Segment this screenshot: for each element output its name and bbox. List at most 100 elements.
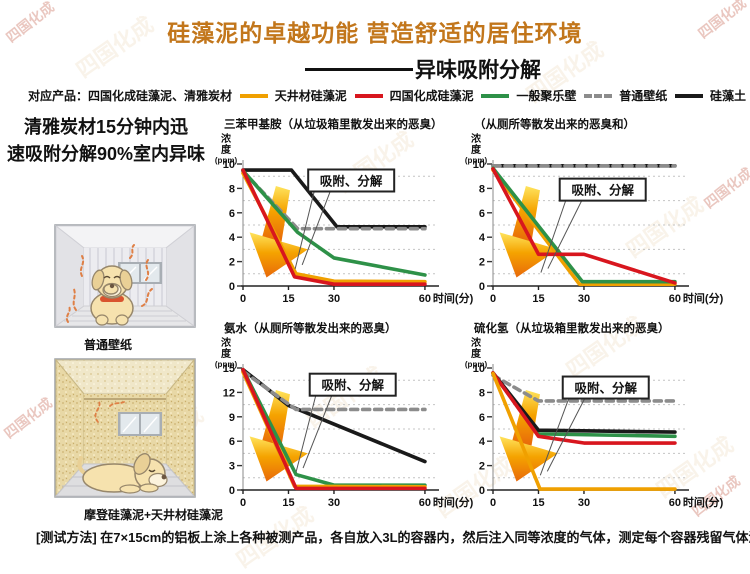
svg-text:吸附、分解: 吸附、分解: [574, 381, 637, 396]
svg-text:浓: 浓: [221, 336, 232, 349]
legend-swatch-orange-line: [239, 93, 268, 98]
room2-caption: 摩登硅藻泥+天井材硅藻泥: [84, 508, 224, 522]
legend-item-juraku-wall: 一般聚乐壁: [481, 87, 576, 104]
legend-item-ceiling-diatom: 天井材硅藻泥: [239, 87, 347, 104]
svg-text:8: 8: [479, 387, 485, 399]
legend-swatch-gray-dashed-line: [584, 93, 613, 98]
sleeping-dog-icon: [77, 453, 168, 494]
subtitle: 异味吸附分解: [305, 54, 541, 84]
svg-text:浓: 浓: [471, 132, 482, 145]
chart-hydrogen-sulfide: 硫化氢（从垃圾箱里散发出来的恶臭） 0 2 4 6 8 10 浓度 (ppm) 0 15 30 60 时…: [460, 320, 724, 524]
chart-ammonia: 氨水（从厕所等散发出来的恶臭） 0 3 6 9 12 15 浓度 (ppm) 0 15 30 60 时间…: [210, 320, 474, 524]
subtitle-text: 异味吸附分解: [415, 59, 541, 82]
chart-toilet-odor: （从厕所等散发出来的恶臭和） 0 2 4 6 8 10 浓度 (ppm) 0 15 30 60 时间(分…: [460, 116, 724, 320]
svg-text:10: 10: [473, 363, 485, 375]
chart-plot-ammonia: 0 3 6 9 12 15 浓度(ppm) 0 15 30 60 时间(分) 吸附、分解: [215, 336, 474, 509]
svg-text:9: 9: [229, 412, 235, 424]
legend-swatch-black-line: [674, 93, 703, 98]
svg-text:0: 0: [240, 293, 246, 305]
svg-text:10: 10: [223, 159, 235, 171]
svg-text:30: 30: [328, 293, 340, 305]
room-wallpaper-image: [54, 224, 196, 328]
svg-text:30: 30: [578, 497, 590, 509]
legend-swatch-red-line: [354, 93, 383, 98]
odor-squiggles: [65, 244, 153, 323]
chart-plot-toilet-odor: 0 2 4 6 8 10 浓度(ppm) 0 15 30 60 时间(分) 吸附、分解: [465, 132, 724, 305]
svg-text:15: 15: [532, 293, 544, 305]
svg-text:时间(分): 时间(分): [683, 291, 724, 305]
svg-text:0: 0: [490, 293, 496, 305]
svg-text:(ppm): (ppm): [465, 156, 488, 165]
legend-label: 天井材硅藻泥: [274, 89, 347, 103]
svg-text:(ppm): (ppm): [215, 156, 238, 165]
legend-swatch-green-line: [481, 93, 510, 98]
svg-text:30: 30: [328, 497, 340, 509]
room1-caption: 普通壁纸: [84, 338, 133, 352]
svg-text:0: 0: [229, 485, 235, 497]
left-headline: 清雅炭材15分钟内迅 速吸附分解90%室内异味: [6, 117, 206, 164]
svg-text:(ppm): (ppm): [465, 360, 488, 369]
chart-plot-hydrogen-sulfide: 0 2 4 6 8 10 浓度(ppm) 0 15 30 60 时间(分) 吸附、分解: [465, 336, 724, 509]
test-method-note: [测试方法] 在7×15cm的铝板上涂上各种被测产品，各自放入3L的容器内，然后…: [36, 530, 750, 545]
chart-title: 三苯甲基胺（从垃圾箱里散发出来的恶臭）: [224, 119, 443, 131]
svg-text:60: 60: [669, 293, 681, 305]
svg-text:(ppm): (ppm): [215, 360, 238, 369]
svg-text:6: 6: [479, 208, 485, 220]
svg-text:2: 2: [479, 257, 485, 269]
dog-covering-nose-icon: [90, 265, 134, 326]
left-panel: 清雅炭材15分钟内迅 速吸附分解90%室内异味: [0, 114, 212, 168]
svg-text:60: 60: [419, 293, 431, 305]
legend-item-diatomite: 硅藻土: [674, 87, 746, 104]
room-illustration-diatom-mud: 摩登硅藻泥+天井材硅藻泥: [54, 358, 223, 523]
svg-text:度: 度: [471, 143, 482, 156]
room-diatom-image: [54, 358, 196, 498]
svg-text:0: 0: [490, 497, 496, 509]
svg-text:8: 8: [229, 183, 235, 195]
svg-text:6: 6: [479, 412, 485, 424]
charts-grid: 三苯甲基胺（从垃圾箱里散发出来的恶臭） 0 2 4 6 8 10 浓度 (ppm) 0 15 30 6…: [210, 116, 724, 524]
svg-text:60: 60: [669, 497, 681, 509]
svg-text:8: 8: [479, 183, 485, 195]
svg-text:30: 30: [578, 293, 590, 305]
svg-text:度: 度: [221, 347, 232, 360]
svg-text:浓: 浓: [471, 336, 482, 349]
window: [118, 412, 162, 436]
svg-text:0: 0: [479, 485, 485, 497]
svg-text:3: 3: [229, 461, 235, 473]
svg-text:度: 度: [221, 143, 232, 156]
svg-text:4: 4: [479, 436, 486, 448]
svg-text:15: 15: [282, 497, 294, 509]
legend-label: 一般聚乐壁: [516, 89, 577, 103]
chart-title: （从厕所等散发出来的恶臭和）: [474, 119, 635, 131]
svg-text:10: 10: [473, 159, 485, 171]
odor-squiggle: [94, 399, 125, 423]
chart-plot-trimethylamine: 0 2 4 6 8 10 浓度(ppm) 0 15 30 60 时间(分) 吸附、分解: [215, 132, 474, 305]
svg-text:12: 12: [223, 387, 235, 399]
svg-text:6: 6: [229, 436, 235, 448]
chart-trimethylamine: 三苯甲基胺（从垃圾箱里散发出来的恶臭） 0 2 4 6 8 10 浓度 (ppm) 0 15 30 6…: [210, 116, 474, 320]
legend-prefix: 对应产品：四国化成硅藻泥、清雅炭材: [28, 89, 233, 103]
svg-text:时间(分): 时间(分): [433, 495, 474, 509]
subtitle-dash-line: [305, 67, 413, 71]
legend-label: 四国化成硅藻泥: [389, 89, 474, 103]
svg-text:吸附、分解: 吸附、分解: [321, 378, 384, 393]
svg-text:15: 15: [282, 293, 294, 305]
svg-text:0: 0: [229, 281, 235, 293]
svg-text:时间(分): 时间(分): [433, 291, 474, 305]
svg-text:吸附、分解: 吸附、分解: [571, 183, 634, 198]
svg-text:浓: 浓: [221, 132, 232, 145]
legend-item-shikoku-diatom: 四国化成硅藻泥: [354, 87, 474, 104]
chart-title: 氨水（从厕所等散发出来的恶臭）: [224, 323, 397, 335]
svg-text:度: 度: [471, 347, 482, 360]
legend-bar: 对应产品：四国化成硅藻泥、清雅炭材 天井材硅藻泥 四国化成硅藻泥 一般聚乐壁 普…: [28, 87, 746, 104]
chart-title: 硫化氢（从垃圾箱里散发出来的恶臭）: [474, 323, 670, 335]
page-title: 硅藻泥的卓越功能 营造舒适的居住环境: [167, 20, 583, 46]
watermark-stamp: 四国化成: [1, 394, 55, 442]
svg-text:15: 15: [532, 497, 544, 509]
svg-text:4: 4: [229, 232, 236, 244]
room-illustration-wallpaper: 普通壁纸: [54, 224, 196, 353]
svg-text:0: 0: [240, 497, 246, 509]
svg-text:60: 60: [419, 497, 431, 509]
svg-text:15: 15: [223, 363, 235, 375]
svg-text:吸附、分解: 吸附、分解: [320, 173, 383, 188]
